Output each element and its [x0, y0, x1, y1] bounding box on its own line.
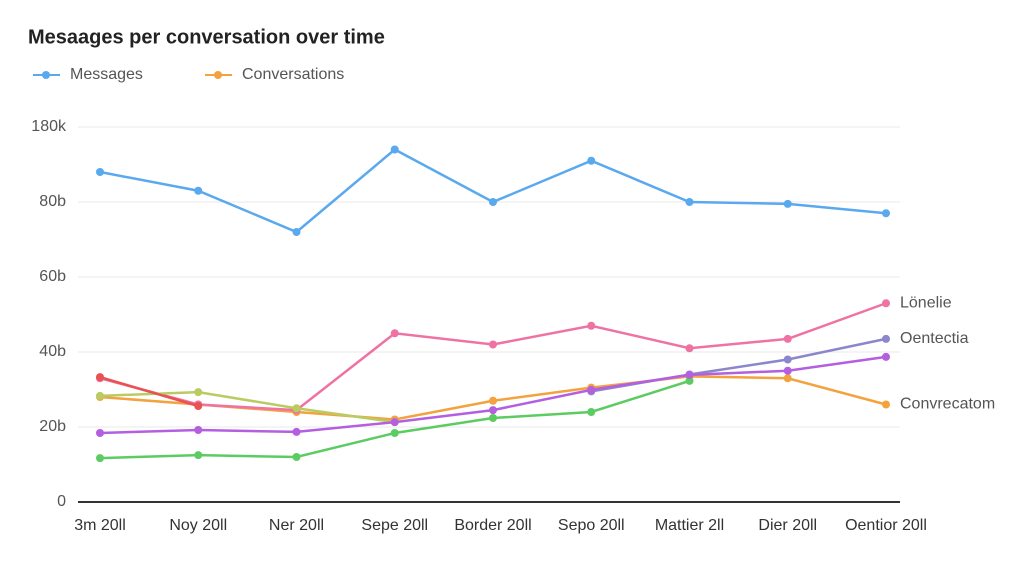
series-line: [99, 390, 395, 424]
x-tick-label: Ner 20ll: [269, 517, 324, 534]
data-point: [882, 352, 890, 361]
data-point: [489, 414, 497, 422]
data-point: [194, 426, 203, 434]
x-tick-label: Mattier 2ll: [655, 517, 724, 534]
x-tick-label: Oentior 20ll: [845, 517, 927, 534]
data-point: [882, 400, 890, 409]
data-point: [882, 209, 890, 218]
chart-title: Mesaages per conversation over time: [28, 26, 385, 48]
data-point: [390, 418, 399, 427]
x-tick-label: Dier 20ll: [758, 517, 817, 534]
series-line: [99, 375, 199, 408]
legend-dot: [42, 71, 50, 79]
data-point: [587, 385, 596, 394]
data-point: [96, 373, 104, 382]
y-tick-label: 60b: [39, 268, 66, 285]
data-point: [96, 168, 104, 176]
data-point: [685, 376, 694, 385]
data-point: [390, 145, 399, 154]
data-point: [390, 329, 399, 338]
data-point: [194, 388, 203, 397]
x-tick-label: Sepe 20ll: [361, 517, 428, 534]
data-point: [292, 404, 301, 413]
x-tick-label: 3m 20ll: [74, 517, 126, 534]
data-point: [783, 374, 792, 383]
y-tick-label: 40b: [39, 343, 66, 360]
data-point: [292, 427, 301, 436]
data-point: [685, 344, 694, 353]
data-point: [489, 340, 497, 349]
y-tick-label: 20b: [39, 418, 66, 435]
data-point: [587, 321, 596, 330]
y-tick-label: 80b: [39, 193, 66, 210]
data-point: [882, 299, 890, 308]
annotation: Oentectia: [900, 330, 969, 347]
data-point: [489, 396, 497, 405]
data-point: [292, 453, 301, 461]
data-point: [194, 402, 203, 410]
data-point: [96, 391, 104, 400]
data-point: [783, 355, 792, 364]
data-point: [390, 429, 399, 437]
y-tick-label: 0: [57, 493, 66, 510]
legend-dot: [214, 71, 222, 79]
data-point: [587, 156, 596, 165]
annotation: Lönelie: [900, 294, 952, 311]
data-point: [194, 186, 203, 195]
y-tick-label: 180k: [31, 118, 67, 135]
data-point: [685, 370, 694, 379]
data-point: [685, 198, 694, 206]
data-point: [489, 406, 497, 415]
data-point: [783, 366, 792, 375]
legend-label: Conversations: [242, 66, 344, 83]
data-point: [587, 408, 596, 416]
legend-label: Messages: [70, 66, 143, 83]
x-tick-label: Sepo 20ll: [558, 517, 625, 534]
x-tick-label: Border 20ll: [454, 517, 531, 534]
data-point: [882, 334, 890, 343]
data-point: [783, 334, 792, 343]
data-point: [292, 228, 301, 236]
data-point: [194, 451, 203, 460]
data-point: [96, 429, 104, 437]
data-point: [783, 199, 792, 208]
data-point: [489, 198, 497, 206]
x-tick-label: Noy 20ll: [169, 517, 227, 534]
data-point: [96, 454, 104, 463]
annotation: Convrecatom: [900, 396, 995, 413]
